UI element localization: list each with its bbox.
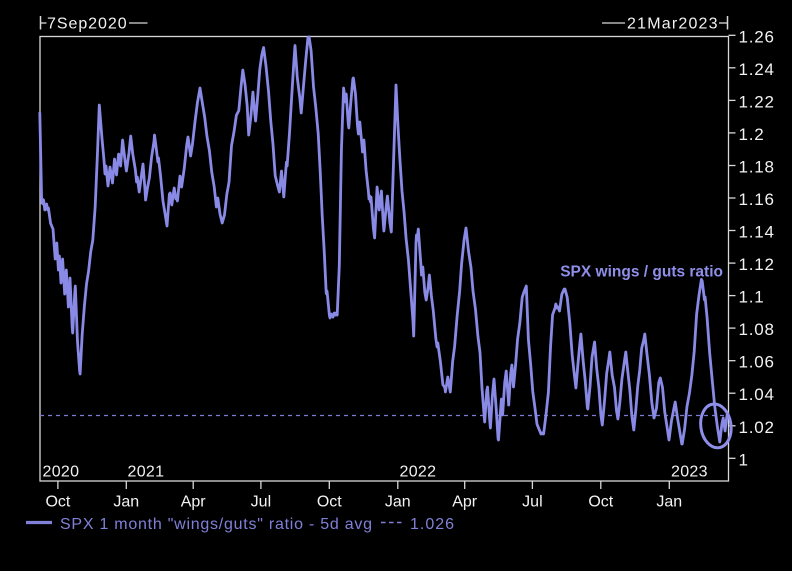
svg-text:SPX 1 month "wings/guts" ratio: SPX 1 month "wings/guts" ratio - 5d avg <box>60 516 373 533</box>
svg-text:Jan: Jan <box>113 494 139 511</box>
svg-text:2023: 2023 <box>671 464 708 481</box>
svg-text:Jul: Jul <box>251 494 271 511</box>
svg-text:1.18: 1.18 <box>739 158 775 177</box>
svg-text:1.22: 1.22 <box>739 92 775 111</box>
svg-text:1.24: 1.24 <box>739 60 775 79</box>
svg-text:Apr: Apr <box>181 494 207 511</box>
svg-text:1: 1 <box>739 450 749 469</box>
svg-text:1.08: 1.08 <box>739 320 775 339</box>
svg-text:1.02: 1.02 <box>739 418 775 437</box>
svg-text:1.12: 1.12 <box>739 255 775 274</box>
svg-text:1.14: 1.14 <box>739 223 775 242</box>
svg-text:1.2: 1.2 <box>739 125 765 144</box>
svg-text:1.026: 1.026 <box>410 516 455 533</box>
svg-text:1.04: 1.04 <box>739 385 775 404</box>
svg-text:1.16: 1.16 <box>739 190 775 209</box>
svg-text:Oct: Oct <box>317 494 342 511</box>
svg-text:21Mar2023: 21Mar2023 <box>627 16 719 33</box>
svg-text:SPX wings / guts ratio: SPX wings / guts ratio <box>560 264 723 281</box>
svg-text:2021: 2021 <box>128 464 165 481</box>
svg-text:2022: 2022 <box>400 464 437 481</box>
svg-text:1.26: 1.26 <box>739 27 775 46</box>
svg-text:Oct: Oct <box>45 494 70 511</box>
svg-text:1.06: 1.06 <box>739 353 775 372</box>
svg-text:Oct: Oct <box>588 494 613 511</box>
svg-text:1.1: 1.1 <box>739 288 765 307</box>
svg-text:Jan: Jan <box>656 494 682 511</box>
svg-text:Apr: Apr <box>452 494 478 511</box>
svg-text:Jan: Jan <box>385 494 411 511</box>
svg-text:2020: 2020 <box>43 464 80 481</box>
svg-text:7Sep2020: 7Sep2020 <box>47 16 128 33</box>
svg-text:Jul: Jul <box>522 494 542 511</box>
